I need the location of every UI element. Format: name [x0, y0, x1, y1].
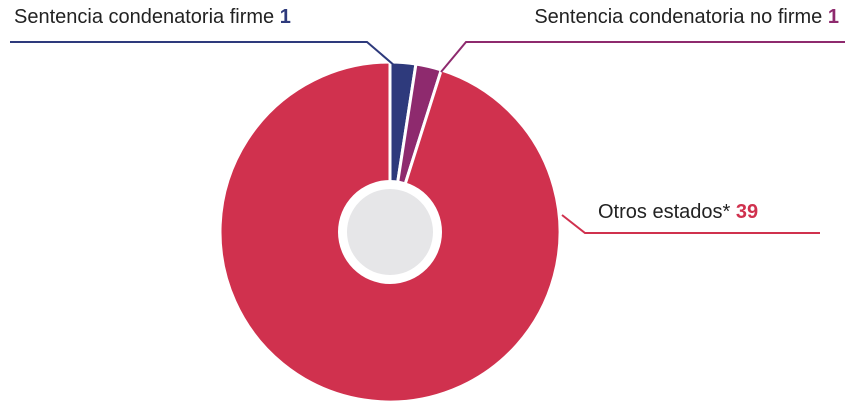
leader-line — [561, 214, 820, 234]
slice-label: Otros estados* 39 — [598, 201, 758, 223]
donut-center — [347, 189, 433, 275]
label-value: 1 — [280, 6, 291, 28]
label-value: 1 — [828, 6, 839, 28]
label-name: Otros estados* — [598, 201, 731, 223]
label-name: Sentencia condenatoria firme — [14, 6, 274, 28]
leader-line — [10, 41, 396, 67]
label-name: Sentencia condenatoria no firme — [534, 6, 822, 28]
slice-label: Sentencia condenatoria firme 1 — [14, 6, 291, 28]
leader-line — [440, 41, 845, 73]
label-value: 39 — [736, 201, 758, 223]
slice-label: Sentencia condenatoria no firme 1 — [534, 6, 839, 28]
